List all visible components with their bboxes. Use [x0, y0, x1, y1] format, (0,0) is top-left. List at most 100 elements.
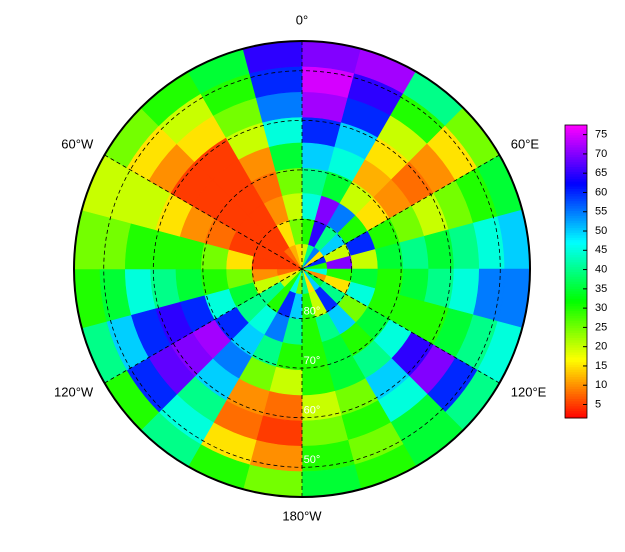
colorbar-step	[565, 266, 587, 270]
parallel-label: 80°	[304, 305, 321, 317]
colorbar-step	[565, 276, 587, 280]
colorbar-step	[565, 166, 587, 170]
colorbar-step	[565, 293, 587, 297]
colorbar-step	[565, 337, 587, 341]
colorbar-step	[565, 176, 587, 180]
colorbar-label: 65	[595, 167, 607, 179]
colorbar-step	[565, 149, 587, 153]
colorbar-label: 30	[595, 302, 607, 314]
meridian-line	[301, 268, 500, 384]
colorbar-step	[565, 203, 587, 207]
colorbar-step	[565, 173, 587, 177]
heat-cell	[301, 116, 342, 148]
colorbar-step	[565, 347, 587, 351]
colorbar-step	[565, 161, 587, 165]
meridian-line	[301, 154, 500, 270]
colorbar-border	[564, 124, 588, 419]
colorbar-step	[565, 315, 587, 319]
heat-cell	[423, 268, 455, 309]
colorbar-step	[565, 391, 587, 395]
colorbar-step	[565, 295, 587, 299]
colorbar-step	[565, 298, 587, 302]
colorbar-step	[565, 137, 587, 141]
colorbar-step	[565, 208, 587, 211]
colorbar-step	[565, 146, 587, 150]
colorbar-label: 45	[595, 244, 607, 256]
colorbar-label: 35	[595, 283, 607, 295]
colorbar-step	[565, 132, 587, 136]
colorbar-step	[565, 305, 587, 309]
colorbar-step	[565, 310, 587, 314]
colorbar-step	[565, 139, 587, 143]
colorbar-step	[565, 186, 587, 189]
colorbar-step	[565, 313, 587, 316]
colorbar-step	[565, 303, 587, 307]
colorbar-label: 50	[595, 225, 607, 237]
colorbar-step	[565, 354, 587, 358]
colorbar-step	[565, 405, 587, 409]
colorbar-step	[565, 388, 587, 392]
meridian-label: 120°E	[511, 384, 547, 399]
colorbar-step	[565, 151, 587, 155]
colorbar-step	[565, 376, 587, 380]
colorbar-step	[565, 256, 587, 260]
colorbar-step	[565, 222, 587, 226]
colorbar-label: 20	[595, 341, 607, 353]
colorbar-step	[565, 383, 587, 387]
colorbar-step	[565, 125, 587, 128]
colorbar-step	[565, 271, 587, 275]
colorbar-step	[565, 254, 587, 258]
colorbar-step	[565, 317, 587, 321]
parallel-label: 50°	[304, 454, 321, 466]
colorbar-step	[565, 134, 587, 138]
colorbar-label: 70	[595, 148, 607, 160]
colorbar-step	[565, 229, 587, 233]
colorbar-step	[565, 332, 587, 336]
colorbar-step	[565, 364, 587, 368]
colorbar-step	[565, 220, 587, 224]
colorbar-step	[565, 242, 587, 246]
colorbar-step	[565, 181, 587, 185]
colorbar-step	[565, 215, 587, 219]
colorbar-label: 5	[595, 398, 601, 410]
colorbar-step	[565, 369, 587, 373]
colorbar-step	[565, 261, 587, 265]
colorbar-step	[565, 144, 587, 148]
colorbar-step	[565, 339, 587, 343]
colorbar-label: 40	[595, 263, 607, 275]
colorbar-step	[565, 286, 587, 290]
colorbar-step	[565, 381, 587, 385]
colorbar-step	[565, 361, 587, 365]
meridian-label: 60°E	[511, 136, 540, 151]
colorbar-step	[565, 359, 587, 363]
colorbar-step	[565, 356, 587, 360]
colorbar-step	[565, 300, 587, 304]
colorbar-step	[565, 195, 587, 199]
colorbar-step	[565, 325, 587, 329]
colorbar-step	[565, 400, 587, 404]
colorbar-step	[565, 398, 587, 402]
colorbar-step	[565, 159, 587, 163]
meridian-label: 60°W	[61, 136, 94, 151]
colorbar-step	[565, 269, 587, 272]
colorbar-step	[565, 200, 587, 204]
colorbar-step	[565, 273, 587, 277]
colorbar-step	[565, 378, 587, 382]
colorbar-step	[565, 142, 587, 146]
heat-cell	[423, 229, 455, 270]
colorbar-step	[565, 251, 587, 255]
colorbar-step	[565, 205, 587, 209]
colorbar-step	[565, 127, 587, 131]
colorbar-step	[565, 334, 587, 338]
colorbar-step	[565, 249, 587, 253]
colorbar-step	[565, 396, 587, 399]
meridian-line	[104, 154, 303, 270]
colorbar-step	[565, 366, 587, 370]
colorbar-step	[565, 217, 587, 221]
colorbar-step	[565, 413, 587, 417]
colorbar-step	[565, 330, 587, 334]
colorbar-step	[565, 283, 587, 287]
colorbar-step	[565, 288, 587, 292]
